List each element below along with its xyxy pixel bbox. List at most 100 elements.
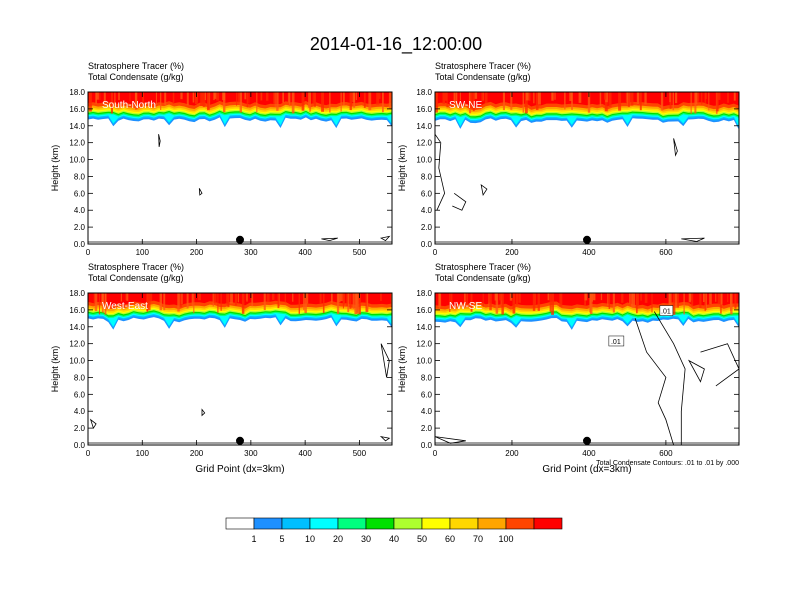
tracer-streak: [466, 293, 468, 305]
tracer-streak: [239, 92, 242, 113]
tracer-streak: [733, 92, 736, 101]
tracer-streak: [564, 92, 566, 110]
tracer-streak: [695, 92, 698, 105]
tracer-streak: [186, 293, 189, 309]
y-tick-label: 12.0: [416, 340, 432, 349]
tracer-streak: [525, 92, 529, 101]
plot-frame: [434, 91, 740, 245]
y-tick-label: 2.0: [74, 424, 86, 433]
y-axis-label: Height (km): [50, 145, 60, 192]
tracer-streak: [727, 293, 729, 303]
x-tick-label: 0: [86, 449, 91, 458]
tracer-streak: [355, 293, 359, 314]
tracer-streak: [95, 92, 97, 104]
condensate-contour: [687, 359, 705, 383]
y-tick-label: 4.0: [74, 407, 86, 416]
tracer-streak: [126, 293, 129, 301]
tracer-streak: [533, 92, 535, 104]
tracer-streak: [159, 293, 162, 311]
tracer-streak: [639, 92, 642, 111]
tracer-streak: [256, 92, 258, 113]
tracer-streak: [691, 293, 694, 307]
tracer-streak: [134, 92, 137, 109]
tracer-streak: [518, 293, 521, 303]
tracer-streak: [599, 92, 602, 107]
y-tick-label: 6.0: [74, 390, 86, 399]
x-tick-label: 0: [86, 248, 91, 257]
tracer-streak: [442, 92, 446, 105]
tracer-streak: [502, 92, 505, 111]
colorbar-swatch: [281, 517, 311, 530]
tracer-streak: [516, 293, 519, 306]
y-tick-label: 6.0: [74, 189, 86, 198]
panel-title-tracer: Stratosphere Tracer (%): [88, 262, 184, 272]
tracer-streak: [608, 92, 612, 107]
tracer-streak: [488, 293, 490, 303]
location-marker: [583, 235, 591, 244]
tracer-streak: [688, 293, 691, 303]
tracer-streak: [636, 293, 639, 306]
tracer-streak: [470, 293, 473, 312]
panel-south-north: 0.0 2.0 4.0 6.0 8.0 10.0 12.0 14.0 16.0 18.0 0 100 2…: [50, 61, 393, 257]
tracer-field: [88, 293, 392, 442]
tracer-streak: [449, 293, 451, 312]
tracer-streak: [578, 92, 582, 103]
condensate-contour: [480, 183, 488, 197]
y-tick-label: 14.0: [416, 122, 432, 131]
tracer-streak: [489, 293, 492, 311]
tracer-streak: [532, 293, 536, 311]
tracer-streak: [244, 92, 247, 100]
tracer-streak: [510, 92, 513, 110]
x-tick-label: 500: [353, 248, 367, 257]
y-tick-label: 18.0: [69, 289, 85, 298]
y-tick-label: 0.0: [74, 441, 86, 450]
condensate-contour: [673, 138, 678, 157]
tracer-streak: [592, 293, 596, 301]
tracer-streak: [135, 92, 138, 107]
tracer-streak: [223, 92, 226, 113]
tracer-streak: [129, 92, 131, 102]
tracer-streak: [704, 293, 706, 312]
tracer-streak: [274, 92, 276, 107]
y-axis-label: Height (km): [397, 346, 407, 393]
tracer-streak: [697, 92, 700, 102]
y-tick-label: 0.0: [74, 240, 86, 249]
tracer-streak: [220, 293, 222, 311]
tracer-streak: [194, 92, 198, 104]
tracer-streak: [313, 92, 316, 107]
tracer-streak: [636, 92, 639, 105]
tracer-streak: [142, 92, 144, 104]
colorbar-swatch: [421, 517, 451, 530]
tracer-streak: [512, 293, 516, 314]
tracer-streak: [629, 293, 631, 304]
tracer-streak: [524, 92, 528, 114]
x-tick-label: 200: [505, 248, 519, 257]
y-axis-label: Height (km): [50, 346, 60, 393]
x-tick-label: 600: [659, 449, 673, 458]
colorbar-swatch: [477, 517, 507, 530]
panel-nw-se: .01 .01 0.0 2.0 4.0 6.0 8.0 10.0 12.0 14.0 16.0 18.…: [397, 262, 740, 475]
condensate-contour: [700, 343, 739, 387]
y-tick-label: 14.0: [69, 122, 85, 131]
colorbar-swatch: [309, 517, 339, 530]
colorbar-label: 60: [445, 534, 455, 544]
tracer-streak: [660, 92, 664, 111]
tracer-streak: [600, 293, 603, 301]
tracer-streak: [234, 293, 238, 306]
tracer-streak: [734, 293, 737, 309]
tracer-field: [435, 293, 739, 445]
y-tick-label: 16.0: [69, 306, 85, 315]
tracer-streak: [342, 293, 346, 305]
colorbar-label: 20: [333, 534, 343, 544]
tracer-streak: [607, 293, 609, 306]
tracer-streak: [172, 92, 175, 104]
tracer-streak: [459, 92, 461, 101]
panel-title-condensate: Total Condensate (g/kg): [435, 273, 531, 283]
tracer-streak: [569, 92, 573, 101]
panel-label: West-East: [102, 301, 148, 312]
tracer-streak: [192, 92, 195, 103]
tracer-streak: [96, 92, 99, 100]
tracer-streak: [390, 293, 392, 306]
tracer-streak: [509, 293, 513, 301]
tracer-streak: [217, 293, 219, 313]
